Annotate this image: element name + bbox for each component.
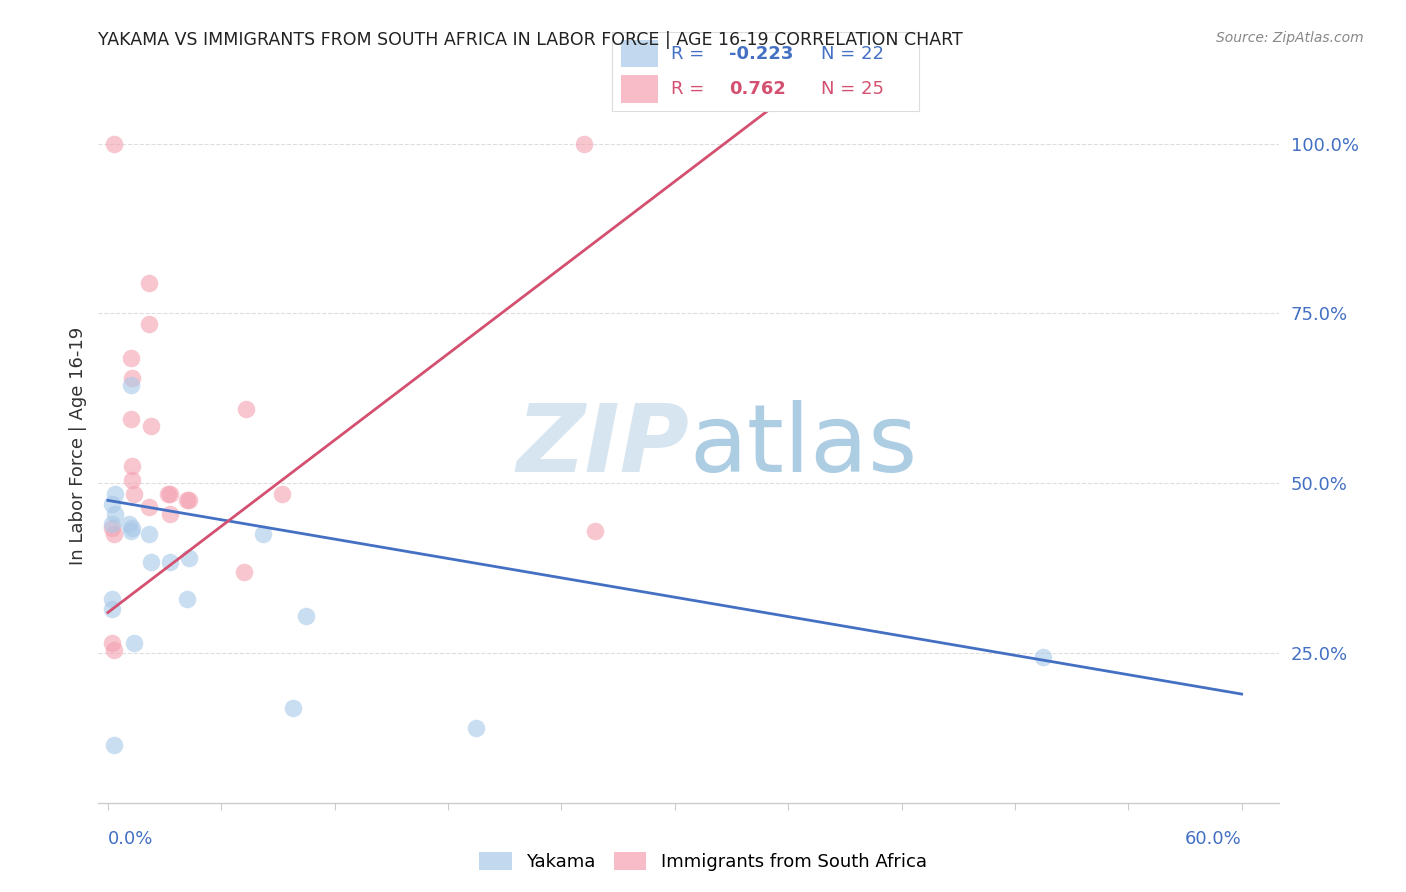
Text: N = 22: N = 22 bbox=[821, 45, 884, 63]
Point bbox=[120, 412, 142, 426]
Point bbox=[100, 636, 122, 650]
Point bbox=[120, 351, 142, 365]
Point bbox=[232, 565, 254, 579]
Text: ZIP: ZIP bbox=[516, 400, 689, 492]
Point bbox=[572, 136, 595, 151]
Point bbox=[141, 555, 163, 569]
Text: 60.0%: 60.0% bbox=[1185, 830, 1241, 848]
Point bbox=[141, 418, 163, 433]
Bar bbox=[621, 75, 658, 103]
Point bbox=[159, 507, 181, 521]
Point bbox=[103, 643, 125, 657]
Point bbox=[157, 486, 180, 500]
Point bbox=[179, 493, 201, 508]
Point bbox=[100, 497, 122, 511]
Point bbox=[176, 591, 198, 606]
Point bbox=[583, 524, 606, 538]
Point bbox=[465, 721, 488, 735]
Text: R =: R = bbox=[671, 45, 710, 63]
Point bbox=[159, 486, 181, 500]
Point bbox=[138, 317, 160, 331]
Legend: Yakama, Immigrants from South Africa: Yakama, Immigrants from South Africa bbox=[472, 845, 934, 879]
Text: Source: ZipAtlas.com: Source: ZipAtlas.com bbox=[1216, 31, 1364, 45]
Point bbox=[121, 473, 143, 487]
Point bbox=[103, 136, 125, 151]
Point bbox=[104, 507, 127, 521]
Text: -0.223: -0.223 bbox=[728, 45, 793, 63]
Point bbox=[252, 527, 274, 541]
Point bbox=[138, 276, 160, 290]
Point bbox=[176, 493, 198, 508]
Bar bbox=[621, 40, 658, 68]
Point bbox=[121, 371, 143, 385]
Point bbox=[1032, 649, 1054, 664]
Y-axis label: In Labor Force | Age 16-19: In Labor Force | Age 16-19 bbox=[69, 326, 87, 566]
Point bbox=[124, 636, 146, 650]
Point bbox=[138, 500, 160, 515]
Point bbox=[270, 486, 292, 500]
Text: R =: R = bbox=[671, 80, 710, 98]
Point bbox=[120, 377, 142, 392]
Point bbox=[103, 527, 125, 541]
Point bbox=[121, 520, 143, 534]
Point bbox=[295, 608, 318, 623]
Text: YAKAMA VS IMMIGRANTS FROM SOUTH AFRICA IN LABOR FORCE | AGE 16-19 CORRELATION CH: YAKAMA VS IMMIGRANTS FROM SOUTH AFRICA I… bbox=[98, 31, 963, 49]
Point bbox=[103, 738, 125, 752]
Point bbox=[118, 517, 141, 532]
Point bbox=[179, 551, 201, 566]
Point bbox=[100, 520, 122, 534]
Point bbox=[159, 555, 181, 569]
Text: 0.0%: 0.0% bbox=[108, 830, 153, 848]
Point bbox=[138, 527, 160, 541]
Point bbox=[100, 602, 122, 616]
Point bbox=[104, 486, 127, 500]
Text: atlas: atlas bbox=[689, 400, 917, 492]
Point bbox=[124, 486, 146, 500]
Text: 0.762: 0.762 bbox=[728, 80, 786, 98]
Point bbox=[281, 700, 304, 714]
Point bbox=[100, 517, 122, 532]
Text: N = 25: N = 25 bbox=[821, 80, 884, 98]
Point bbox=[235, 401, 257, 416]
Point bbox=[121, 459, 143, 474]
Point bbox=[120, 524, 142, 538]
Point bbox=[100, 591, 122, 606]
